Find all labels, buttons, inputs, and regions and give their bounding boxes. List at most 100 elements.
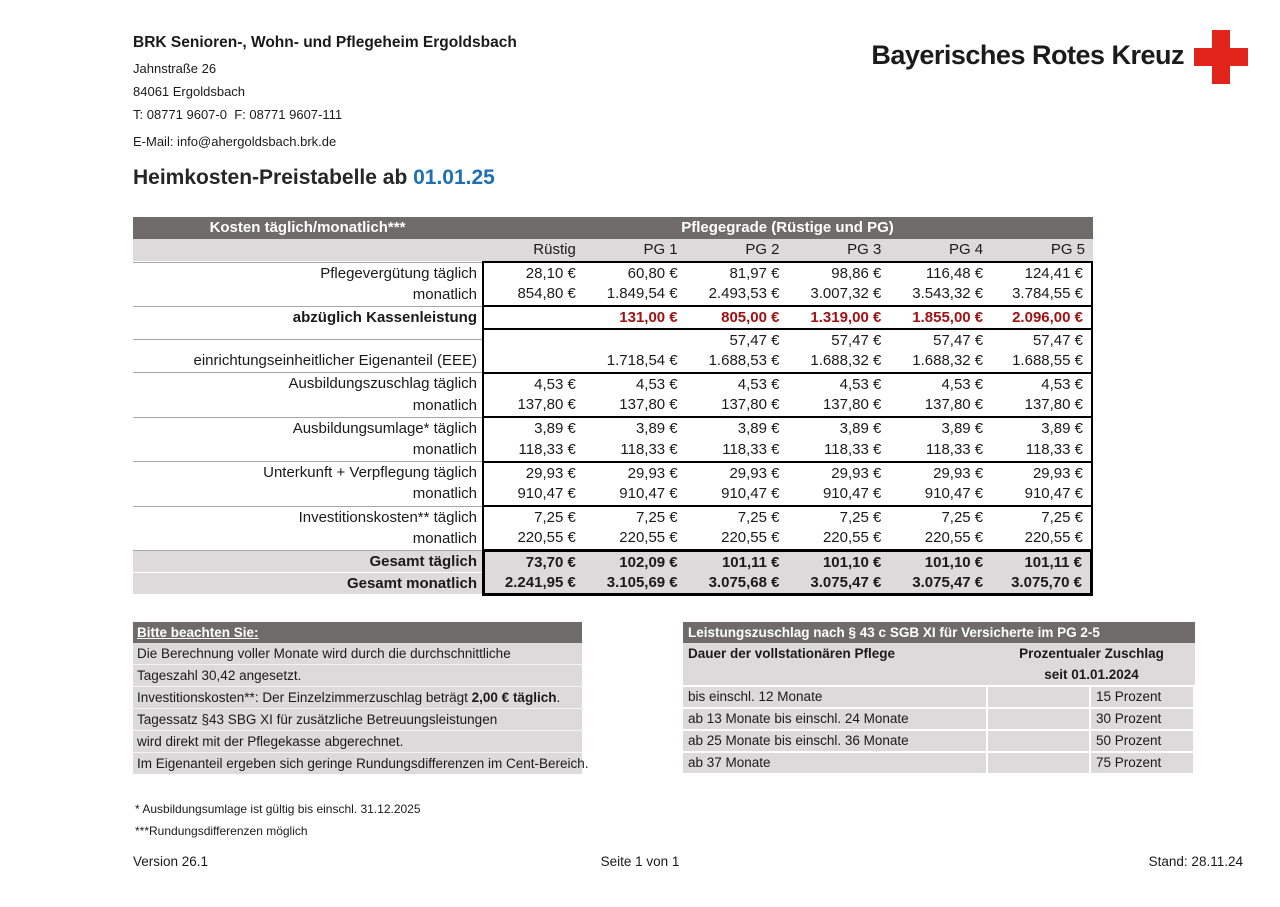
- cost-value: 4,53 €: [889, 371, 992, 395]
- cost-table-header-right: Pflegegrade (Rüstige und PG): [681, 219, 894, 236]
- page-title: Heimkosten-Preistabelle ab 01.01.25: [133, 166, 495, 190]
- cost-value: 57,47 €: [685, 327, 788, 351]
- cost-value: 1.688,32 €: [810, 351, 882, 369]
- row-label: monatlich: [412, 441, 477, 459]
- cost-value: 1.718,54 €: [606, 351, 678, 369]
- note-text: .: [556, 690, 561, 705]
- cost-value: 3.075,47 €: [787, 571, 890, 596]
- cost-value: [482, 305, 584, 329]
- cost-value: 220,55 €: [822, 529, 882, 547]
- row-label: einrichtungseinheitlicher Eigenanteil (E…: [193, 352, 478, 370]
- cost-value: 29,93 €: [685, 460, 788, 484]
- org-name: BRK Senioren-, Wohn- und Pflegeheim Ergo…: [133, 34, 517, 51]
- cost-table: Kosten täglich/monatlich*** Pflegegrade …: [133, 217, 1093, 596]
- surcharge-spacer-cell: [988, 731, 1089, 751]
- column-header-pg-2: PG 2: [745, 241, 780, 258]
- footer-version: Version 26.1: [133, 854, 209, 869]
- cost-value: 3.007,32 €: [810, 285, 882, 303]
- surcharge-row: bis einschl. 12 Monate 15 Prozent: [683, 687, 1195, 707]
- brk-logo-text: Bayerisches Rotes Kreuz: [871, 40, 1184, 70]
- surcharge-title: Leistungszuschlag nach § 43 c SGB XI für…: [683, 622, 1195, 643]
- note-text: wird direkt mit der Pflegekasse abgerech…: [137, 734, 404, 749]
- cost-value: 101,11 €: [685, 549, 788, 574]
- cost-value: 1.688,32 €: [912, 351, 984, 369]
- cost-value: 4,53 €: [583, 371, 686, 395]
- cost-value: 57,47 €: [889, 327, 992, 351]
- surcharge-table: Leistungszuschlag nach § 43 c SGB XI für…: [683, 622, 1195, 773]
- surcharge-col2-header: Prozentualer Zuschlag: [1019, 646, 1164, 661]
- cost-value: [482, 349, 584, 372]
- row-label: Pflegevergütung täglich: [133, 261, 482, 284]
- surcharge-duration: bis einschl. 12 Monate: [683, 687, 986, 707]
- notes-body: Die Berechnung voller Monate wird durch …: [133, 643, 589, 774]
- surcharge-col1-header: Dauer der vollstationären Pflege: [688, 646, 896, 661]
- row-label: monatlich: [412, 285, 477, 303]
- cost-value: 81,97 €: [685, 261, 788, 284]
- cost-value: 220,55 €: [721, 529, 780, 547]
- surcharge-row: ab 13 Monate bis einschl. 24 Monate 30 Pr…: [683, 709, 1195, 729]
- cost-value: 220,55 €: [991, 527, 1093, 550]
- cost-table-header-left: Kosten täglich/monatlich***: [209, 219, 406, 236]
- surcharge-duration: ab 13 Monate bis einschl. 24 Monate: [683, 709, 986, 729]
- cost-value: 1.688,53 €: [708, 351, 780, 369]
- cost-value: 4,53 €: [787, 371, 890, 395]
- cost-value: 2.241,95 €: [482, 571, 584, 596]
- cost-value: 805,00 €: [685, 305, 788, 328]
- footer-page: Seite 1 von 1: [600, 854, 680, 869]
- page-title-date: 01.01.25: [413, 166, 495, 189]
- org-city: 84061 Ergoldsbach: [133, 84, 246, 99]
- surcharge-percent: 30 Prozent: [1091, 709, 1193, 729]
- cost-row: Investitionskosten** täglich 7,25 €7,25 €…: [133, 505, 1093, 529]
- surcharge-duration: ab 37 Monate: [683, 753, 986, 773]
- surcharge-row: ab 25 Monate bis einschl. 36 Monate 50 Pr…: [683, 731, 1195, 751]
- cost-value: 7,25 €: [583, 505, 686, 528]
- cost-value: 7,25 €: [685, 505, 788, 528]
- row-label: monatlich: [412, 396, 477, 414]
- cost-value: 3,89 €: [482, 416, 584, 440]
- cost-value: 3.075,47 €: [889, 571, 992, 596]
- cost-value: 131,00 €: [583, 305, 686, 328]
- cost-value: 7,25 €: [482, 505, 584, 529]
- cost-row: monatlich 118,33 € 118,33 € 118,33 € 118,33 …: [133, 438, 1093, 461]
- cost-value: 118,33 €: [620, 440, 678, 458]
- surcharge-body: bis einschl. 12 Monate 15 Prozent ab 13 Mo…: [683, 687, 1195, 773]
- cost-value: 7,25 €: [991, 505, 1093, 529]
- cost-value: 910,47 €: [924, 484, 984, 502]
- column-header-pg-4: PG 4: [948, 241, 984, 258]
- cost-table-column-headers: Rüstig PG 1 PG 2 PG 3 PG 4 PG 5: [133, 239, 1093, 261]
- org-street: Jahnstraße 26: [133, 61, 217, 76]
- surcharge-spacer-cell: [988, 709, 1089, 729]
- row-label: Investitionskosten** täglich: [133, 505, 482, 528]
- row-label: Ausbildungszuschlag täglich: [133, 372, 482, 394]
- cost-row: einrichtungseinheitlicher Eigenanteil (E…: [133, 349, 1093, 372]
- cost-value: 57,47 €: [991, 327, 1093, 351]
- cost-value: [583, 327, 686, 351]
- cost-value: 101,11 €: [991, 549, 1093, 574]
- cost-value: 3,89 €: [787, 416, 890, 439]
- cost-row: Gesamt täglich 73,70 €102,09 €101,11 €101…: [133, 549, 1093, 574]
- note-line: Investitionskosten**: Der Einzelzimmerzu…: [133, 687, 582, 709]
- surcharge-percent: 15 Prozent: [1091, 687, 1193, 707]
- surcharge-duration: ab 25 Monate bis einschl. 36 Monate: [683, 731, 986, 751]
- row-label: monatlich: [412, 529, 477, 547]
- cost-value: 2.096,00 €: [991, 305, 1093, 329]
- surcharge-column-headers: Dauer der vollstationären Pflege Prozent…: [683, 643, 1195, 685]
- cost-value: 29,93 €: [991, 460, 1093, 484]
- cost-value: 137,80 €: [721, 396, 780, 414]
- cost-value: 2.493,53 €: [708, 285, 780, 303]
- cost-table-header-row: Kosten täglich/monatlich*** Pflegegrade …: [133, 217, 1093, 239]
- row-label: Gesamt täglich: [133, 550, 482, 573]
- cost-value: 116,48 €: [889, 261, 992, 284]
- cost-value: 7,25 €: [787, 505, 890, 528]
- cost-value: 118,33 €: [722, 440, 780, 458]
- row-label: Gesamt monatlich: [133, 573, 482, 595]
- cost-value: 220,55 €: [482, 527, 584, 550]
- cost-row: Gesamt monatlich 2.241,95 €3.105,69 €3.07…: [133, 571, 1093, 596]
- surcharge-col1-spacer: [683, 664, 988, 685]
- notes-title: Bitte beachten Sie:: [133, 622, 582, 643]
- footnote-rundung: ***Rundungsdifferenzen möglich: [135, 824, 308, 838]
- cost-value: 137,80 €: [991, 394, 1093, 417]
- cost-value: 29,93 €: [583, 460, 686, 484]
- cost-value: 1.688,55 €: [991, 349, 1093, 372]
